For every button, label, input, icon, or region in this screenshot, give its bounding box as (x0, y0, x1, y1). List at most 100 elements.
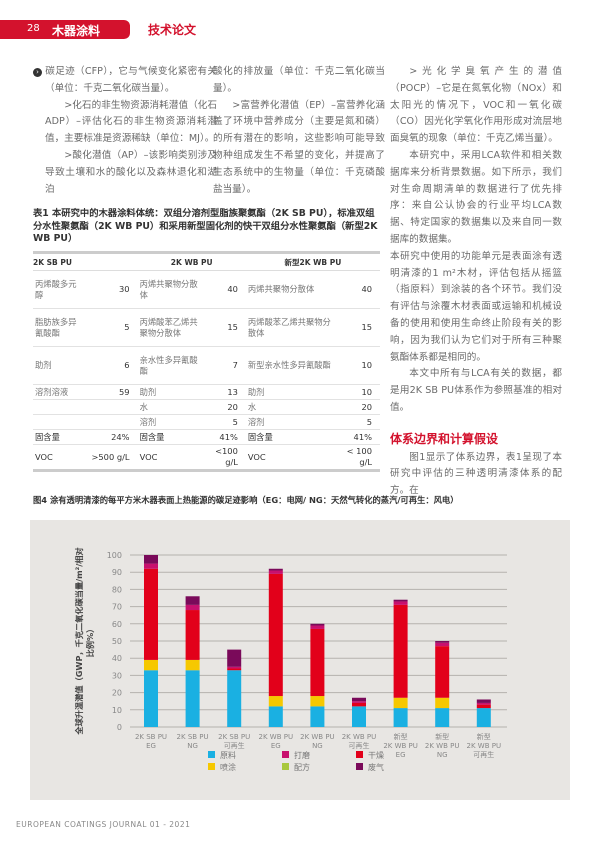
bar-segment-原料 (476, 708, 491, 727)
cell-value: 40 (201, 270, 246, 309)
legend-swatch (208, 763, 215, 770)
paragraph: 酸化的排放量（单位：千克二氧化碳当量）。 (213, 66, 385, 94)
cell-value: 5 (201, 414, 246, 430)
cell-label: 亲水性多异氰酸酯 (137, 346, 202, 385)
paragraph: >光化学臭氧产生的潜值（POCP）–它是在氮氧化物（NOx）和太阳光的情况下，V… (390, 66, 562, 145)
bullet-arrow-icon: › (33, 68, 42, 77)
cell-label: 新型亲水性多异氰酸酯 (245, 346, 335, 385)
paragraph-text: 碳足迹（CFP），它与气候变化紧密有关（单位：千克二氧化碳当量）。 (45, 66, 217, 94)
bar-segment-打磨 (352, 701, 366, 703)
bar-segment-废气 (476, 699, 491, 703)
column-header: 2K SB PU (33, 252, 138, 271)
bar-segment-喷涂 (268, 696, 283, 707)
stacked-bar-chart: 0 10 20 30 40 50 60 70 80 90 100 全球升温潜值（GWP，千克二氧化碳当… (74, 547, 507, 772)
cell-label: 溶剂溶液 (33, 384, 87, 400)
cell-value: 5 (86, 308, 138, 347)
cell-value: 7 (201, 346, 246, 385)
paragraph: › 碳足迹（CFP），它与气候变化紧密有关（单位：千克二氧化碳当量）。 (33, 64, 217, 98)
y-tick-label: 30 (112, 671, 122, 680)
y-tick-label: 90 (112, 568, 122, 577)
cell-label: 助剂 (33, 346, 87, 385)
cell-label: VOC (33, 444, 87, 471)
x-tick-label: 2K SB PU (135, 733, 167, 741)
bar-segment-打磨 (310, 625, 325, 629)
legend-label: 干燥 (368, 751, 384, 760)
header-bar: 28 木器涂料 (0, 20, 130, 39)
y-tick-label: 80 (112, 585, 122, 594)
cell-value (86, 414, 138, 430)
table-row: 固含量 24% 固含量 41% 固含量 41% (33, 429, 380, 445)
legend-label: 打磨 (294, 750, 310, 760)
paragraph: 本文中所有与LCA有关的数据，都是用2K SB PU体系作为参照基准的相对值。 (390, 368, 562, 413)
legend-swatch (282, 763, 289, 770)
paragraph: 图1显示了体系边界，表1呈现了本研究中评估的三种透明清漆体系的配方。在 (390, 451, 562, 497)
table-row: 水 20 水 20 (33, 399, 380, 415)
bar-segment-喷涂 (310, 696, 325, 707)
bar-segment-干燥 (352, 702, 366, 707)
text-column-1: › 碳足迹（CFP），它与气候变化紧密有关（单位：千克二氧化碳当量）。 >化石的非… (33, 64, 217, 198)
bar-segment-干燥 (476, 704, 491, 709)
x-tick-label: 2K WB PU (467, 742, 502, 750)
legend-label: 配方 (294, 762, 310, 772)
text-column-2: 酸化的排放量（单位：千克二氧化碳当量）。 >富营养化潜值（EP）–富营养化涵盖了… (213, 64, 385, 198)
figure-caption: 图4 涂有透明清漆的每平方米木器表面上热能源的碳足迹影响（EG：电网/ NG：天… (33, 495, 459, 505)
cell-label: 助剂 (245, 384, 335, 400)
cell-label: 丙烯酸多元醇 (33, 270, 87, 309)
x-tick-label: NG (187, 742, 198, 750)
bar-segment-打磨 (268, 570, 283, 574)
cell-value: <100 g/L (201, 444, 246, 471)
bar-segment-废气 (352, 697, 366, 702)
cell-label: 丙烯共聚物分散体 (245, 270, 335, 309)
paragraph: >化石的非生物资源消耗潜值（化石ADP）–评估化石的非生物资源消耗潜值，主要标准… (45, 99, 217, 145)
bar-segment-干燥 (310, 628, 325, 697)
legend-label: 废气 (368, 762, 384, 772)
cell-value: 40 (334, 270, 380, 309)
x-tick-label: 可再生 (224, 741, 245, 750)
x-tick-label: 2K WB PU (342, 733, 377, 741)
column-header: 新型2K WB PU (245, 252, 380, 271)
bar-segment-喷涂 (393, 697, 408, 709)
table-row: 助剂 6 亲水性多异氰酸酯 7 新型亲水性多异氰酸酯 10 (33, 346, 380, 385)
bar-segment-原料 (435, 708, 450, 727)
x-tick-label: 2K WB PU (383, 742, 418, 750)
bar-segment-干燥 (185, 610, 200, 660)
x-tick-label: 可再生 (473, 750, 494, 759)
bar-segment-原料 (268, 706, 283, 727)
bar-segment-打磨 (435, 642, 450, 647)
table-row: 脂肪族多异氰酸酯 5 丙烯酸苯乙烯共聚物分散体 15 丙烯酸苯乙烯共聚物分散体 15 (33, 308, 380, 347)
cell-value: 20 (201, 399, 246, 415)
cell-label: 溶剂 (137, 414, 202, 430)
cell-value: 10 (334, 346, 380, 385)
x-tick-label: 2K WB PU (425, 742, 460, 750)
page-number: 28 (27, 23, 40, 34)
cell-label: VOC (137, 444, 202, 471)
x-tick-label: NG (437, 751, 448, 759)
cell-label (33, 399, 87, 415)
y-tick-label: 60 (112, 620, 122, 629)
bar-segment-打磨 (393, 601, 408, 605)
x-tick-label: 新型 (477, 732, 491, 741)
legend-swatch (282, 751, 289, 758)
cell-value: 6 (86, 346, 138, 385)
bar-segment-原料 (352, 706, 366, 727)
cell-label: 丙烯酸苯乙烯共聚物分散体 (245, 308, 335, 347)
cell-label: 溶剂 (245, 414, 335, 430)
y-tick-label: 0 (117, 723, 122, 732)
cell-value: 59 (86, 384, 138, 400)
bar-segment-原料 (185, 670, 200, 727)
chart-panel: 0 10 20 30 40 50 60 70 80 90 100 全球升温潜值（GWP，千克二氧化碳当… (30, 520, 570, 800)
bar-segment-喷涂 (185, 659, 200, 671)
cell-label: 固含量 (33, 429, 87, 445)
x-tick-label: EG (271, 742, 281, 750)
bar-segment-原料 (393, 708, 408, 727)
cell-label (33, 414, 87, 430)
legend-label: 原料 (220, 750, 236, 760)
x-tick-label: EG (146, 742, 156, 750)
article-type: 技术论文 (148, 23, 197, 37)
table-row: 丙烯酸多元醇 30 丙烯共聚物分散体 40 丙烯共聚物分散体 40 (33, 270, 380, 309)
bar-segment-废气 (185, 596, 200, 605)
table-row: VOC >500 g/L VOC <100 g/L VOC < 100 g/L (33, 444, 380, 471)
bar-segment-打磨 (476, 702, 491, 705)
y-tick-label: 20 (112, 689, 122, 698)
bar-segment-干燥 (227, 668, 242, 671)
